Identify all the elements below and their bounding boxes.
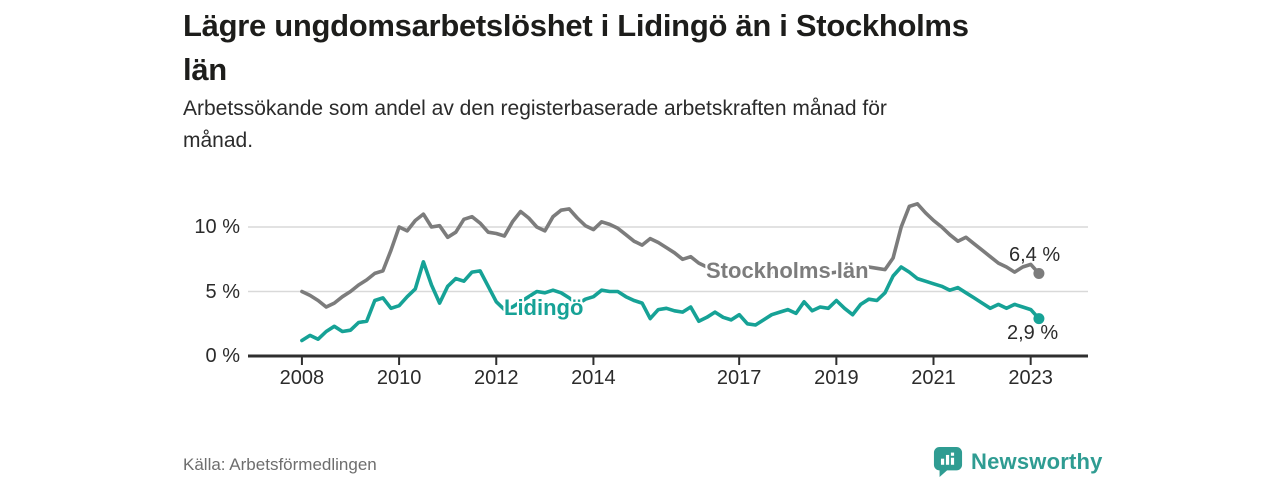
x-tick-label-2014: 2014 <box>571 367 616 389</box>
x-tick-label-2008: 2008 <box>279 367 325 389</box>
series-end-dot <box>1033 313 1045 325</box>
chart-subtitle-line1: Arbetssökande som andel av den registerb… <box>183 97 887 120</box>
end-value-label-stockholms-lan: 6,4 % <box>1009 244 1061 266</box>
x-tick-label-2017: 2017 <box>716 367 762 389</box>
chart-title-line2: län <box>183 52 227 87</box>
series-end-dot <box>1033 267 1045 279</box>
y-tick-label-5: 5 % <box>205 280 240 303</box>
newsworthy-wordmark: Newsworthy <box>971 448 1103 474</box>
plot-svg <box>248 202 1088 365</box>
series-label-stockholms-lan: Stockholms län <box>706 258 869 283</box>
chart-subtitle-line2: månad. <box>183 129 254 152</box>
series-label-lidingo: Lidingö <box>504 295 584 320</box>
x-tick-label-2021: 2021 <box>911 367 956 389</box>
series-line-stockholms-l-n <box>300 202 1041 309</box>
chart-title: Lägre ungdomsarbetslöshet i Lidingö än i… <box>183 4 1183 92</box>
newsworthy-speech-bubble-bars-icon <box>933 446 963 477</box>
x-tick-label-2010: 2010 <box>376 367 422 389</box>
chart-title-line1: Lägre ungdomsarbetslöshet i Lidingö än i… <box>183 8 969 43</box>
x-tick-label-2023: 2023 <box>1008 367 1053 389</box>
x-tick-label-2019: 2019 <box>814 367 859 389</box>
newsworthy-logo: Newsworthy <box>933 446 1103 477</box>
series-line-liding- <box>300 260 1041 343</box>
x-tick-label-2012: 2012 <box>474 367 519 389</box>
end-value-label-lidingo: 2,9 % <box>1007 322 1059 344</box>
y-tick-label-10: 10 % <box>194 216 240 238</box>
y-tick-label-0: 0 % <box>205 345 240 367</box>
source-note: Källa: Arbetsförmedlingen <box>183 455 377 474</box>
chart-subtitle: Arbetssökande som andel av den registerb… <box>183 93 1083 157</box>
